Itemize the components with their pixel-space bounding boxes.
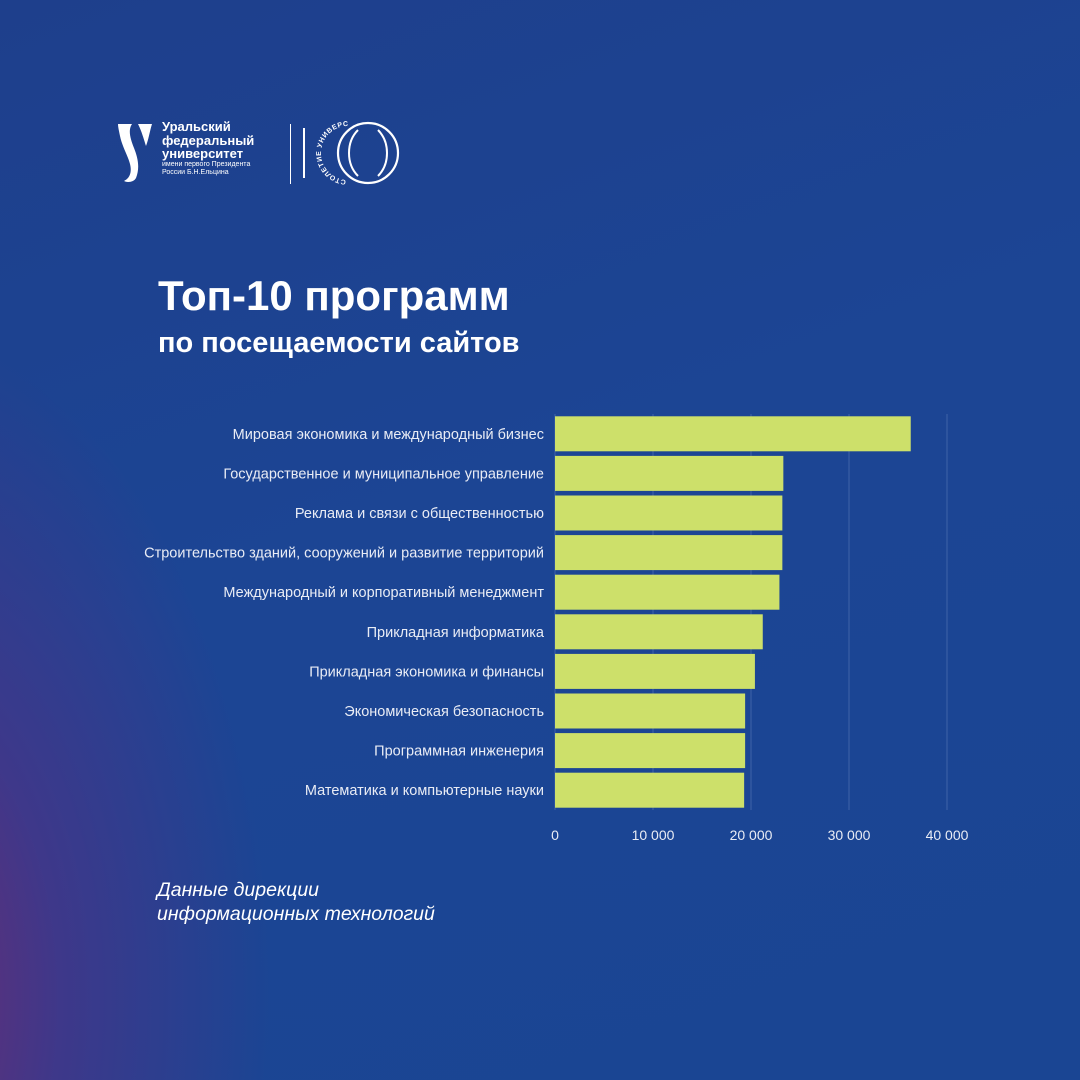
x-tick-label-1: 10 000 — [632, 827, 675, 843]
bar-9 — [555, 772, 745, 808]
urfu-u-logo-icon — [118, 124, 152, 182]
bar-2 — [555, 495, 783, 531]
bar-4 — [555, 574, 780, 610]
source-line-2: информационных технологий — [157, 903, 435, 925]
logo-line-2: федеральный — [162, 132, 255, 148]
x-tick-label-3: 30 000 — [828, 827, 871, 843]
x-tick-label-4: 40 000 — [926, 827, 969, 843]
category-label-0: Мировая экономика и международный бизнес — [233, 427, 544, 443]
category-label-3: Строительство зданий, сооружений и разви… — [144, 546, 544, 562]
bar-7 — [555, 693, 746, 729]
category-label-8: Программная инженерия — [374, 744, 544, 760]
category-label-4: Международный и корпоративный менеджмент — [223, 585, 544, 601]
logo-small-line-2: России Б.Н.Ельцина — [162, 168, 229, 176]
source-note: Данные дирекции информационных технологи… — [157, 878, 435, 926]
logo-divider — [290, 124, 291, 184]
category-label-7: Экономическая безопасность — [344, 704, 544, 720]
category-label-6: Прикладная экономика и финансы — [309, 664, 544, 680]
category-label-1: Государственное и муниципальное управлен… — [223, 466, 544, 482]
page-title: Топ-10 программ — [158, 272, 510, 319]
bar-1 — [555, 455, 784, 491]
bar-3 — [555, 535, 783, 571]
bar-6 — [555, 653, 755, 689]
x-tick-label-2: 20 000 — [730, 827, 773, 843]
category-label-9: Математика и компьютерные науки — [305, 783, 544, 799]
bar-5 — [555, 614, 763, 650]
centenary-logo-icon: СТОЛЕТИЕ УНИВЕРСИТЕТА — [296, 120, 400, 185]
logo-line-1: Уральский — [162, 119, 231, 134]
bar-8 — [555, 733, 746, 769]
logo-text: Уральский федеральный университет имени … — [162, 120, 298, 177]
x-tick-label-0: 0 — [551, 827, 559, 843]
page-subtitle: по посещаемости сайтов — [158, 327, 520, 359]
logo-small-line-1: имени первого Президента — [162, 160, 251, 168]
logo-line-3: университет — [162, 146, 244, 161]
category-label-5: Прикладная информатика — [367, 625, 545, 641]
source-line-1: Данные дирекции — [157, 879, 320, 901]
bar-chart: Мировая экономика и международный бизнес… — [144, 414, 969, 843]
bar-0 — [555, 416, 911, 452]
category-label-2: Реклама и связи с общественностью — [295, 506, 544, 522]
urfu-logo: Уральский федеральный университет имени … — [116, 120, 298, 184]
